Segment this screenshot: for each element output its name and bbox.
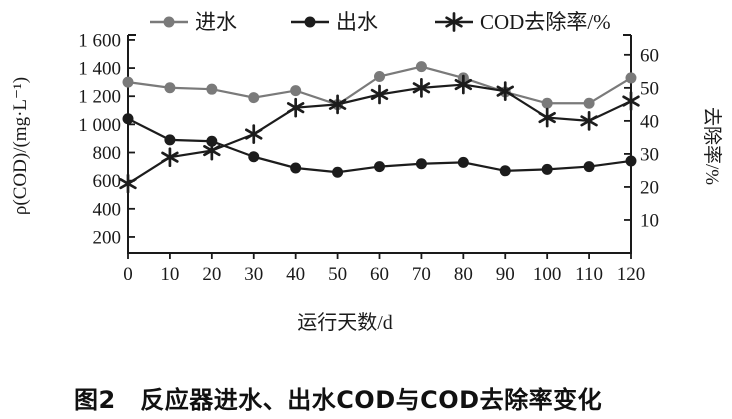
figure-caption: 图2 反应器进水、出水COD与COD去除率变化	[74, 386, 603, 414]
x-axis-title: 运行天数/d	[297, 311, 393, 334]
x-tick-label: 50	[328, 264, 347, 285]
data-point-effluent	[374, 161, 385, 173]
data-point-cod-removal-rate	[496, 81, 514, 102]
x-tick-label: 40	[286, 264, 305, 285]
legend-item-cod-removal-rate: COD去除率/%	[435, 10, 611, 34]
y-left-tick-label: 400	[93, 199, 122, 220]
data-point-effluent	[625, 155, 637, 167]
data-point-cod-removal-rate	[622, 91, 640, 111]
x-tick-label: 20	[202, 264, 221, 285]
data-point-influent	[374, 71, 385, 83]
x-tick-label: 70	[412, 264, 431, 285]
y-left-tick-label: 1 600	[78, 30, 121, 51]
data-point-influent	[415, 61, 427, 73]
y-left-tick-label: 1 000	[78, 115, 121, 136]
data-point-cod-removal-rate	[203, 140, 221, 161]
data-point-cod-removal-rate	[286, 97, 305, 118]
data-point-effluent	[290, 162, 302, 174]
x-tick-label: 90	[496, 264, 515, 285]
data-point-effluent	[332, 166, 344, 178]
data-point-effluent	[164, 134, 176, 146]
data-point-cod-removal-rate	[161, 147, 179, 168]
legend-item-influent: 进水	[150, 10, 237, 34]
data-point-influent	[248, 92, 260, 104]
data-point-influent	[541, 97, 553, 109]
data-point-cod-removal-rate	[538, 107, 556, 128]
y-left-axis-title: ρ(COD)/(mg·L⁻¹)	[10, 77, 31, 215]
x-tick-label: 80	[454, 264, 473, 285]
series-cod-removal-rate	[119, 74, 640, 194]
data-point-effluent	[457, 156, 469, 168]
data-point-cod-removal-rate	[245, 124, 263, 144]
x-tick-label: 0	[123, 264, 133, 285]
data-point-influent	[290, 85, 302, 97]
data-point-effluent	[499, 165, 511, 177]
data-point-effluent	[248, 151, 260, 163]
data-point-cod-removal-rate	[119, 173, 137, 194]
y-left-tick-label: 800	[93, 143, 122, 164]
data-point-cod-removal-rate	[370, 84, 389, 105]
data-point-influent	[583, 97, 595, 109]
data-point-effluent	[541, 163, 553, 175]
x-tick-label: 100	[533, 264, 562, 285]
data-point-effluent	[583, 161, 595, 173]
legend-marker-cod-removal-rate	[445, 12, 463, 32]
x-tick-label: 30	[244, 264, 263, 285]
legend-marker-influent	[163, 16, 175, 28]
data-point-influent	[122, 76, 134, 88]
series-influent	[122, 61, 637, 111]
data-point-influent	[625, 72, 637, 84]
legend-item-effluent: 出水	[291, 10, 378, 34]
y-right-tick-label: 50	[640, 78, 659, 99]
data-point-effluent	[415, 158, 427, 170]
x-tick-label: 60	[370, 264, 389, 285]
y-right-axis-title: 去除率/%	[701, 107, 723, 185]
x-tick-label: 10	[160, 264, 179, 285]
data-point-influent	[164, 82, 176, 94]
y-right-tick-label: 20	[640, 177, 659, 198]
y-right-tick-label: 10	[640, 210, 659, 231]
legend-label-effluent: 出水	[336, 10, 378, 34]
y-left-tick-label: 200	[93, 227, 122, 248]
y-left-tick-label: 1 200	[78, 87, 121, 108]
y-left-tick-label: 600	[93, 171, 122, 192]
data-point-cod-removal-rate	[328, 94, 347, 115]
data-point-effluent	[122, 113, 134, 125]
legend-label-influent: 进水	[195, 10, 237, 34]
legend-label-cod-removal-rate: COD去除率/%	[480, 10, 611, 34]
data-point-cod-removal-rate	[454, 74, 473, 95]
x-tick-label: 110	[575, 264, 603, 285]
y-right-tick-label: 60	[640, 45, 659, 66]
data-point-cod-removal-rate	[580, 111, 598, 131]
data-point-influent	[206, 83, 218, 95]
y-right-tick-label: 30	[640, 144, 659, 165]
y-left-tick-label: 1 400	[78, 59, 121, 80]
series-effluent	[122, 113, 637, 178]
y-right-tick-label: 40	[640, 111, 659, 132]
x-tick-label: 120	[617, 264, 646, 285]
data-point-cod-removal-rate	[412, 77, 431, 98]
legend-marker-effluent	[304, 16, 316, 28]
